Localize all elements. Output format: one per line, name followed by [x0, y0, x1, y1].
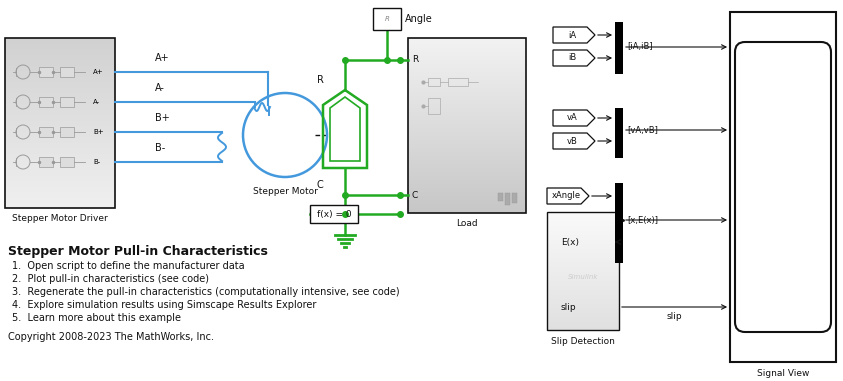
Text: B+: B+: [155, 113, 169, 123]
Text: iB: iB: [568, 53, 576, 62]
Text: slip: slip: [667, 312, 682, 321]
Bar: [615, 22, 623, 74]
Bar: [310, 205, 358, 223]
Bar: [730, 12, 836, 362]
Text: Stepper Motor Driver: Stepper Motor Driver: [12, 214, 108, 223]
Text: R: R: [384, 16, 389, 22]
Text: B-: B-: [155, 143, 165, 153]
FancyBboxPatch shape: [735, 42, 831, 332]
Bar: [428, 78, 440, 86]
Bar: [373, 8, 401, 30]
Text: 3.  Regenerate the pull-in characteristics (computationally intensive, see code): 3. Regenerate the pull-in characteristic…: [12, 287, 400, 297]
Text: Copyright 2008-2023 The MathWorks, Inc.: Copyright 2008-2023 The MathWorks, Inc.: [8, 332, 214, 342]
Text: [x,E(x)]: [x,E(x)]: [627, 216, 658, 224]
Text: Slip Detection: Slip Detection: [551, 337, 615, 346]
Bar: [39, 97, 53, 107]
Bar: [60, 157, 74, 167]
Bar: [39, 127, 53, 137]
Bar: [5, 38, 115, 208]
Text: R: R: [412, 56, 418, 64]
Bar: [448, 78, 468, 86]
Text: iA: iA: [568, 30, 576, 40]
Text: 2.  Plot pull-in characteristics (see code): 2. Plot pull-in characteristics (see cod…: [12, 274, 209, 284]
Bar: [615, 108, 623, 158]
Text: A+: A+: [155, 53, 169, 63]
Text: Stepper Motor: Stepper Motor: [253, 187, 318, 196]
Bar: [60, 67, 74, 77]
Bar: [615, 183, 623, 263]
Text: B+: B+: [93, 129, 104, 135]
Bar: [505, 193, 510, 205]
Text: 1.  Open script to define the manufacturer data: 1. Open script to define the manufacture…: [12, 261, 244, 271]
Text: Load: Load: [456, 219, 478, 228]
Text: Signal View: Signal View: [757, 369, 809, 378]
Text: C: C: [317, 180, 324, 190]
Polygon shape: [547, 188, 589, 204]
Text: 5.  Learn more about this example: 5. Learn more about this example: [12, 313, 181, 323]
Bar: [60, 127, 74, 137]
Bar: [39, 157, 53, 167]
Bar: [39, 67, 53, 77]
Text: C: C: [412, 190, 418, 200]
Bar: [428, 98, 440, 114]
Text: A+: A+: [93, 69, 104, 75]
Text: Angle: Angle: [405, 14, 432, 24]
Text: A-: A-: [93, 99, 100, 105]
Text: E(x): E(x): [561, 237, 579, 247]
Text: Simulink: Simulink: [568, 274, 599, 280]
Text: slip: slip: [561, 303, 577, 312]
Bar: [512, 193, 517, 203]
Bar: [408, 38, 526, 213]
Text: [iA,iB]: [iA,iB]: [627, 43, 652, 51]
Bar: [498, 193, 503, 201]
Polygon shape: [553, 27, 595, 43]
Text: R: R: [317, 75, 324, 85]
Polygon shape: [553, 133, 595, 149]
Bar: [547, 212, 619, 330]
Text: xAngle: xAngle: [551, 192, 581, 200]
Text: [vA,vB]: [vA,vB]: [627, 125, 658, 134]
Text: B-: B-: [93, 159, 100, 165]
Text: vA: vA: [566, 114, 577, 123]
Polygon shape: [553, 50, 595, 66]
Bar: [60, 97, 74, 107]
Text: A-: A-: [155, 83, 165, 93]
Text: f(x) = 0: f(x) = 0: [317, 210, 352, 218]
Text: Stepper Motor Pull-in Characteristics: Stepper Motor Pull-in Characteristics: [8, 245, 268, 258]
Polygon shape: [553, 110, 595, 126]
Text: vB: vB: [566, 136, 577, 146]
Text: 4.  Explore simulation results using Simscape Results Explorer: 4. Explore simulation results using Sims…: [12, 300, 316, 310]
